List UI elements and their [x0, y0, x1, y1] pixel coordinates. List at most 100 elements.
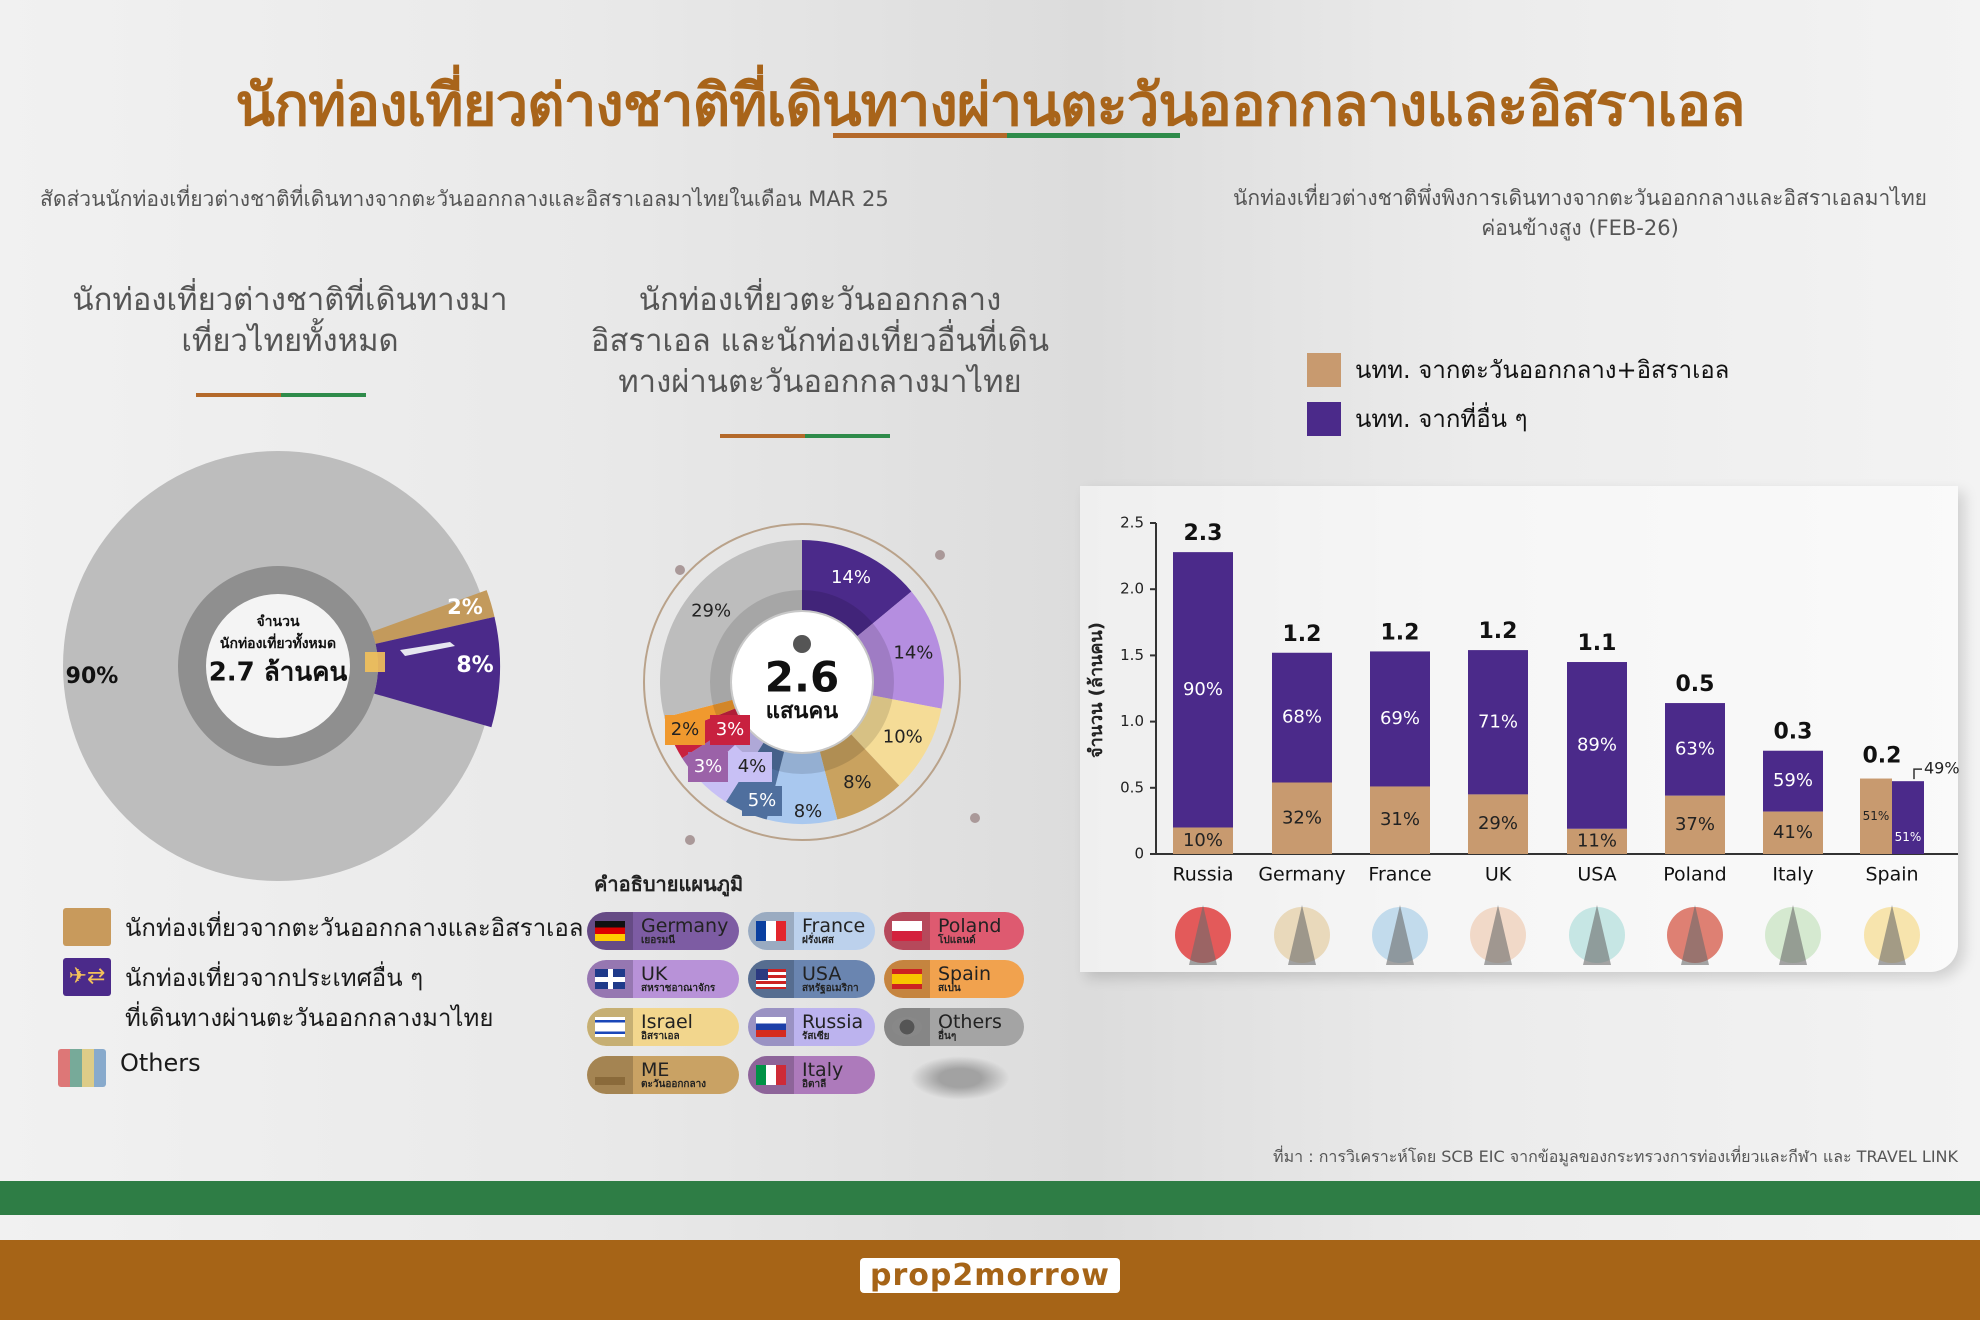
slice-label-mena: 2% [447, 595, 483, 619]
legend-pill-text: France ฝรั่งเศส [802, 914, 866, 946]
y-axis-label: จำนวน (ล้านคน) [1086, 622, 1107, 758]
slice-label-me: 8% [843, 772, 872, 793]
legend-pill-text: Italy อิตาลี [802, 1058, 844, 1090]
middle-east-travelers-icon [63, 908, 111, 946]
slice-label-poland: 3% [716, 719, 745, 740]
flag-icon-us [748, 960, 794, 998]
legend-pill-en: Russia [802, 1010, 864, 1033]
bar-mena-uk [1468, 794, 1528, 854]
bar-other-germany [1272, 652, 1332, 783]
legend-label: นทท. จากที่อื่น ๆ [1355, 405, 1528, 433]
left-legend-item: Others [58, 1049, 201, 1087]
bar-total-label: 2.3 [1184, 521, 1223, 546]
bar-share-label: 29% [1478, 813, 1518, 834]
bar-total-label: 1.1 [1578, 631, 1617, 656]
slice-label-usa: 5% [748, 790, 777, 811]
donut-slice-germany [802, 540, 912, 637]
left-legend-item: ✈⇄ นักท่องเที่ยวจากประเทศอื่น ๆ ที่เดินท… [63, 958, 493, 1038]
flag-icon-ru [748, 1008, 794, 1046]
heading-line: อิสราเอล และนักท่องเที่ยวอื่นที่เดิน [590, 323, 1050, 359]
bar-share-label: 32% [1282, 807, 1322, 828]
left-legend-label: นักท่องเที่ยวจากประเทศอื่น ๆ ที่เดินทางผ… [125, 958, 493, 1038]
bar-other-usa [1567, 662, 1627, 829]
x-tick-label-uk: UK [1485, 864, 1512, 886]
heading-underline [720, 434, 890, 438]
legend-pill-en: Others [938, 1010, 1002, 1033]
bar-share-label: 89% [1577, 734, 1617, 755]
bar-share-label: 90% [1183, 679, 1223, 700]
slice-label-box [710, 715, 750, 745]
slice-label-spain: 2% [671, 719, 700, 740]
legend-pill-en: USA [802, 962, 842, 985]
donut-center-unit: แสนคน [766, 699, 838, 724]
legend-pill-th: อิสราเอล [641, 1030, 680, 1042]
bar-share-label: 31% [1380, 809, 1420, 830]
slice-label-uk: 14% [893, 642, 933, 663]
bar-share-label: 69% [1380, 708, 1420, 729]
bar-mena-france [1370, 786, 1430, 854]
x-tick-label-usa: USA [1577, 864, 1616, 886]
donut-center-caption: จำนวน [256, 614, 299, 630]
legend-pill-israel: Israel อิสราเอล [587, 1008, 739, 1046]
bar-mena-usa [1567, 828, 1627, 854]
legend-pill-spain: Spain สเปน [884, 960, 1024, 998]
legend-pill-th: โปแลนด์ [938, 934, 976, 946]
landmark-glyph [1189, 905, 1217, 965]
bar-mena-russia [1173, 827, 1233, 854]
donut-slice-others [660, 540, 802, 718]
right-subtitle-line1: นักท่องเที่ยวต่างชาติพึ่งพิงการเดินทางจา… [1233, 186, 1927, 210]
legend-pill-en: ME [641, 1058, 670, 1081]
bar-share-label: 41% [1773, 822, 1813, 843]
bar-total-label: 0.3 [1774, 720, 1813, 745]
heading-underline [196, 393, 366, 397]
donut-slice-france [766, 751, 838, 825]
brand-logo: prop2morrow [0, 1258, 1980, 1293]
plane-transfer-icon: ✈⇄ [63, 958, 111, 996]
left-legend-label: Others [120, 1049, 201, 1077]
y-tick-label: 0 [1134, 845, 1144, 863]
slice-label-russia: 4% [738, 756, 767, 777]
legend-pill-text: Russia รัสเซีย [802, 1010, 864, 1042]
source-note: ที่มา : การวิเคราะห์โดย SCB EIC จากข้อมู… [1273, 1147, 1958, 1166]
landmark-glyph [1779, 905, 1807, 965]
legend-pill-me: ME ตะวันออกกลาง [587, 1056, 739, 1094]
middle-donut-heading: นักท่องเที่ยวตะวันออกกลาง อิสราเอล และนั… [560, 280, 1080, 403]
legend-item-other: นทท. จากที่อื่น ๆ [1307, 399, 1729, 438]
x-tick-label-italy: Italy [1772, 864, 1813, 886]
donut-center-caption: นักท่องเที่ยวทั้งหมด [220, 632, 336, 652]
donut-slice-me [819, 734, 900, 820]
bar-share-label: 10% [1183, 830, 1223, 851]
bar-mena-poland [1665, 795, 1725, 854]
legend-pill-text: ME ตะวันออกกลาง [641, 1058, 707, 1090]
legend-pill-th: สเปน [938, 982, 961, 994]
legend-pill-italy: Italy อิตาลี [748, 1056, 875, 1094]
bar-share-label: 59% [1773, 770, 1813, 791]
leader-dot [970, 813, 980, 823]
heading-line: เที่ยวไทยทั้งหมด [181, 323, 399, 359]
bar-mena-spain [1860, 778, 1892, 854]
bar-other-france [1370, 651, 1430, 787]
legend-pill-th: เยอรมนี [641, 934, 676, 946]
x-tick-label-russia: Russia [1172, 864, 1233, 886]
heading-line: ทางผ่านตะวันออกกลางมาไทย [618, 364, 1022, 400]
slice-label-box [742, 786, 782, 816]
landmark-glyph [1386, 905, 1414, 965]
y-tick-label: 0.5 [1120, 778, 1144, 796]
landmark-glyph [1288, 905, 1316, 965]
logo-text: prop2morrow [859, 1258, 1120, 1293]
legend-pill-th: ตะวันออกกลาง [641, 1078, 707, 1090]
leader-dot [935, 550, 945, 560]
bar-share-label: 71% [1478, 711, 1518, 732]
bar-total-label: 0.2 [1863, 744, 1902, 769]
y-tick-label: 1.5 [1120, 646, 1144, 664]
legend-pill-en: France [802, 914, 866, 937]
legend-pill-uk: UK สหราชอาณาจักร [587, 960, 739, 998]
bar-total-label: 1.2 [1381, 620, 1420, 645]
flag-icon-de [587, 912, 633, 950]
legend-pill-others: Others อื่นๆ [884, 1008, 1024, 1046]
slice-label-italy: 3% [694, 756, 723, 777]
legend-pill-en: Italy [802, 1058, 844, 1081]
donut-slice-russia [698, 731, 764, 802]
bar-share-label: 51% [1863, 809, 1890, 823]
legend-pill-th: อิตาลี [802, 1078, 827, 1090]
